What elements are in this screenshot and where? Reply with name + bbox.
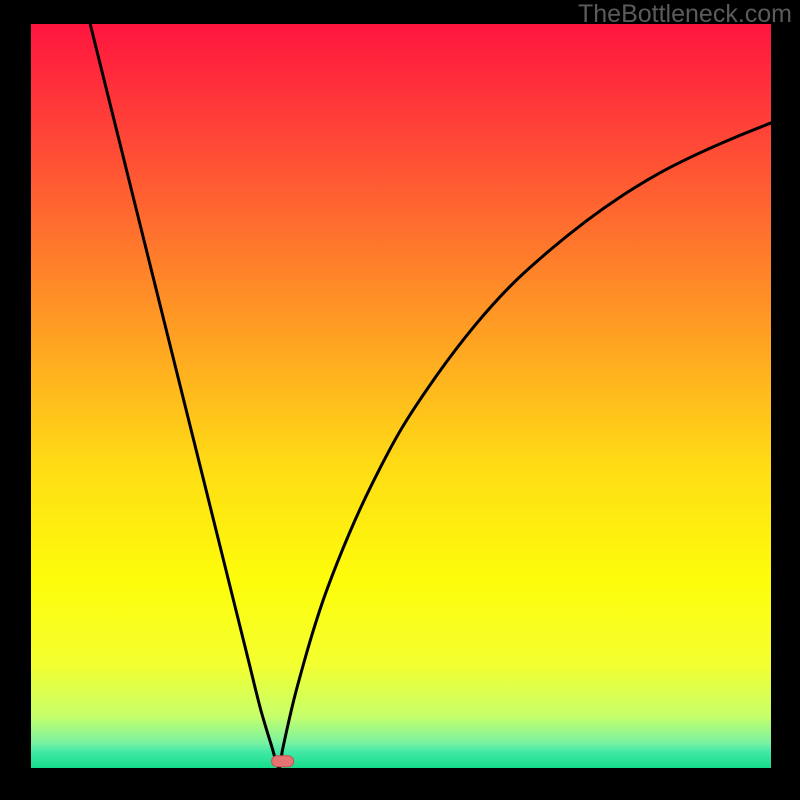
plot-area [31,24,774,768]
plot-gradient-background [31,24,771,768]
optimum-marker [272,756,294,767]
bottleneck-chart [0,0,800,800]
chart-frame: TheBottleneck.com [0,0,800,800]
plot-bottom-green-band [31,742,771,768]
watermark-text: TheBottleneck.com [578,0,792,29]
